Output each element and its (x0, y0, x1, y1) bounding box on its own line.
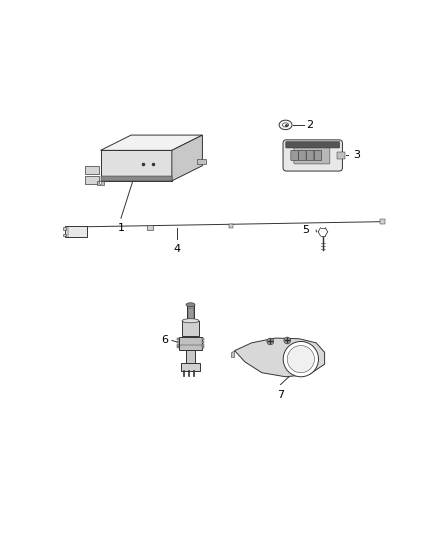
Bar (85, 176, 99, 184)
Bar (197, 159, 206, 164)
Text: 7: 7 (277, 390, 284, 400)
Text: 5: 5 (302, 225, 309, 235)
Text: 6: 6 (162, 335, 169, 345)
Polygon shape (172, 135, 202, 181)
Ellipse shape (279, 120, 292, 130)
Bar (177, 346, 180, 348)
FancyBboxPatch shape (307, 150, 314, 160)
Bar (177, 343, 180, 345)
Bar (201, 343, 204, 345)
Polygon shape (101, 135, 202, 150)
Ellipse shape (186, 303, 195, 307)
Bar (177, 341, 180, 343)
Circle shape (287, 345, 314, 373)
Ellipse shape (182, 319, 199, 323)
Bar (147, 225, 153, 230)
Circle shape (283, 342, 318, 377)
Bar (65, 227, 87, 237)
Bar (201, 346, 204, 348)
Polygon shape (97, 181, 104, 185)
Text: 4: 4 (173, 244, 180, 254)
Circle shape (284, 337, 291, 344)
Polygon shape (235, 338, 325, 377)
Circle shape (99, 182, 102, 184)
Bar (63, 233, 66, 236)
Text: 2: 2 (306, 120, 313, 130)
Bar (63, 227, 66, 230)
Bar (187, 308, 194, 321)
FancyBboxPatch shape (294, 147, 330, 164)
FancyBboxPatch shape (299, 150, 306, 160)
Bar (187, 305, 194, 321)
Bar (201, 338, 204, 340)
Polygon shape (101, 176, 172, 181)
Bar (85, 166, 99, 174)
FancyBboxPatch shape (286, 142, 340, 148)
Bar (182, 321, 199, 336)
Bar (181, 363, 200, 370)
Ellipse shape (283, 123, 289, 127)
Polygon shape (337, 152, 345, 159)
Bar (201, 341, 204, 343)
Polygon shape (101, 150, 172, 181)
FancyBboxPatch shape (291, 150, 298, 160)
Circle shape (267, 338, 274, 345)
Text: 3: 3 (353, 150, 360, 160)
FancyBboxPatch shape (283, 140, 343, 171)
Bar (380, 219, 385, 224)
Bar (180, 337, 201, 350)
Bar (177, 338, 180, 340)
FancyBboxPatch shape (314, 150, 322, 160)
Bar (186, 350, 195, 363)
Bar (229, 224, 233, 228)
Polygon shape (231, 351, 235, 358)
Text: 1: 1 (117, 223, 124, 233)
